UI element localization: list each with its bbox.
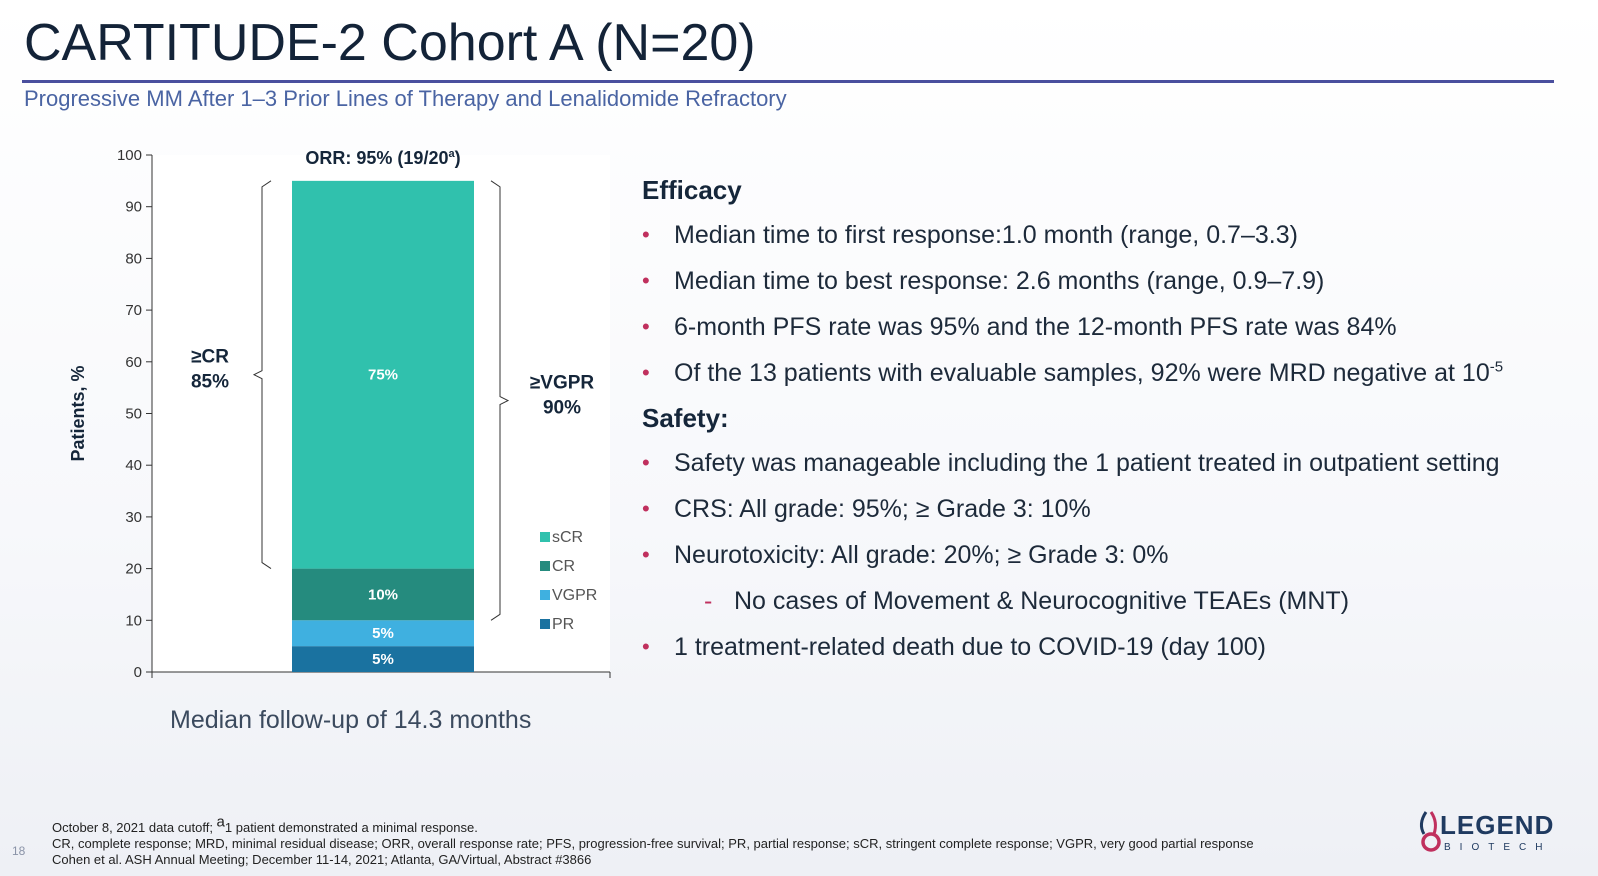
bullet-text: 1 treatment-related death due to COVID-1…: [674, 633, 1266, 661]
y-tick-label: 60: [125, 354, 142, 371]
logo-wordmark: LEGEND: [1440, 810, 1555, 840]
footnote-citation: Cohen et al. ASH Annual Meeting; Decembe…: [52, 852, 592, 867]
vgpr-label: ≥VGPR: [530, 373, 595, 394]
safety-bullet: • Safety was manageable including the 1 p…: [642, 440, 1598, 486]
mrd-exponent: -5: [1489, 358, 1504, 376]
bullet-text: No cases of Movement & Neurocognitive TE…: [734, 587, 1350, 615]
y-tick-label: 80: [125, 250, 142, 267]
y-axis-title: Patients, %: [68, 365, 88, 461]
safety-bullet: • Neurotoxicity: All grade: 20%; ≥ Grade …: [642, 532, 1598, 578]
bar-data-label: 10%: [368, 586, 398, 603]
bullet-text: Of the 13 patients with evaluable sample…: [674, 359, 1490, 387]
logo-subtitle: BIOTECH: [1444, 842, 1552, 853]
bar-data-label: 5%: [372, 651, 394, 668]
title-divider: [22, 80, 1554, 83]
cr-bracket: [252, 180, 272, 570]
bullet-dot: •: [642, 222, 650, 247]
efficacy-bullet: • 6-month PFS rate was 95% and the 12-mon…: [642, 304, 1598, 350]
bullet-dot: •: [642, 496, 650, 521]
bullet-text: CRS: All grade: 95%; ≥ Grade 3: 10%: [674, 495, 1091, 523]
legend-label-cr: CR: [552, 558, 575, 575]
bar-segment-pr: [292, 646, 474, 672]
bullet-dot: •: [642, 634, 650, 659]
stacked-bar-chart: 0 10 20 30 40 50 60 70 80 90 100 Patients, % 5% 5% 10%…: [68, 147, 611, 681]
y-tick-label: 70: [125, 302, 142, 319]
footnote-abbreviations: CR, complete response; MRD, minimal resi…: [52, 836, 1254, 851]
cr-label: ≥CR: [191, 347, 229, 368]
sub-bullet-dash: -: [704, 587, 713, 615]
bullet-text: Median time to first response:1.0 month …: [674, 221, 1298, 249]
slide-title: CARTITUDE-2 Cohort A (N=20): [24, 14, 756, 72]
bullet-dot: •: [642, 314, 650, 339]
y-tick-label: 30: [125, 509, 142, 526]
efficacy-bullet: • Median time to best response: 2.6 month…: [642, 258, 1598, 304]
legend-swatch-cr: [540, 561, 550, 571]
safety-bullet: • 1 treatment-related death due to COVID-…: [642, 624, 1598, 670]
y-tick-label: 20: [125, 561, 142, 578]
safety-bullet: • CRS: All grade: 95%; ≥ Grade 3: 10%: [642, 486, 1598, 532]
efficacy-bullet: • Median time to first response:1.0 month…: [642, 212, 1598, 258]
bullet-dot: •: [642, 268, 650, 293]
legend-swatch-pr: [540, 619, 550, 629]
bullet-text: 6-month PFS rate was 95% and the 12-mont…: [674, 313, 1397, 341]
footnote-text: 1 patient demonstrated a minimal respons…: [224, 820, 478, 835]
legend-biotech-logo: LEGEND BIOTECH: [1412, 804, 1555, 860]
bullet-text: Median time to best response: 2.6 months…: [674, 267, 1325, 295]
footnotes: October 8, 2021 data cutoff; a1 patient …: [52, 815, 1254, 868]
bar-segment-vgpr: [292, 620, 474, 647]
bar-segment-cr: [292, 568, 474, 621]
bullet-text: Safety was manageable including the 1 pa…: [674, 449, 1500, 477]
legend-swatch-scr: [540, 532, 550, 542]
followup-caption: Median follow-up of 14.3 months: [170, 706, 532, 734]
orr-superscript: a: [448, 148, 455, 160]
footnote-data-cutoff: October 8, 2021 data cutoff; a1 patient …: [52, 815, 1254, 836]
bullet-dot: •: [642, 360, 650, 385]
orr-label: ORR: 95% (19/20a): [305, 148, 460, 168]
y-tick-label: 50: [125, 406, 142, 423]
footnote-text: October 8, 2021 data cutoff;: [52, 820, 217, 835]
bar-segment-scr: [292, 180, 474, 569]
vgpr-bracket: [490, 180, 510, 621]
response-chart: 0 10 20 30 40 50 60 70 80 90 100 Patients, % 5% 5% 10%…: [0, 130, 640, 770]
legend-label-scr: sCR: [552, 529, 583, 546]
footnote-marker: a: [216, 813, 225, 831]
y-tick-label: 100: [117, 147, 142, 164]
bullet-dot: •: [642, 450, 650, 475]
page-number: 18: [12, 844, 26, 858]
slide-subtitle: Progressive MM After 1–3 Prior Lines of …: [24, 86, 787, 111]
legend-label-pr: PR: [552, 616, 574, 633]
bar-data-label: 5%: [372, 625, 394, 642]
bar-data-label: 75%: [368, 367, 398, 384]
y-tick-label: 90: [125, 199, 142, 216]
legend-label-vgpr: VGPR: [552, 587, 597, 604]
mrd-bullet: • Of the 13 patients with evaluable sampl…: [642, 350, 1598, 396]
y-tick-label: 10: [125, 612, 142, 629]
safety-heading: Safety:: [642, 403, 729, 433]
logo-mark-icon: [1419, 811, 1441, 852]
safety-sub-bullet: - No cases of Movement & Neurocognitive T…: [642, 578, 1598, 624]
orr-close: ): [455, 148, 461, 168]
results-panel: Efficacy • Median time to first response:…: [642, 168, 1598, 670]
orr-text: ORR: 95% (19/20: [305, 148, 448, 168]
y-tick-label: 0: [134, 664, 142, 681]
legend-swatch-vgpr: [540, 590, 550, 600]
bullet-text: Neurotoxicity: All grade: 20%; ≥ Grade 3…: [674, 541, 1169, 569]
y-tick-label: 40: [125, 457, 142, 474]
efficacy-heading: Efficacy: [642, 175, 742, 205]
vgpr-value: 90%: [543, 398, 581, 419]
cr-value: 85%: [191, 372, 229, 393]
bullet-dot: •: [642, 542, 650, 567]
